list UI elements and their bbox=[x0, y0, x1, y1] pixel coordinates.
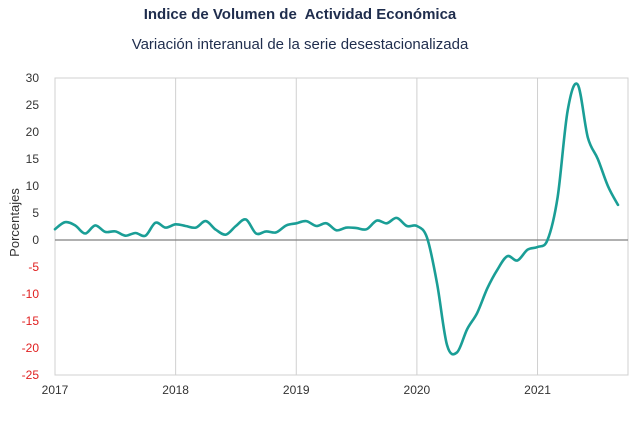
y-tick-label: -20 bbox=[22, 341, 40, 355]
y-tick-label: 15 bbox=[26, 152, 40, 166]
x-tick-label: 2021 bbox=[524, 383, 551, 397]
y-tick-label: 5 bbox=[32, 206, 39, 220]
plot-area bbox=[54, 77, 629, 376]
chart-title: Indice de Volumen de Actividad Económica bbox=[143, 6, 457, 23]
y-axis-label: Porcentajes bbox=[7, 188, 22, 257]
y-tick-label: 30 bbox=[26, 71, 40, 85]
series-line bbox=[53, 82, 620, 356]
x-tick-label: 2018 bbox=[162, 383, 189, 397]
y-tick-label: 20 bbox=[26, 125, 40, 139]
y-tick-label: 10 bbox=[26, 179, 40, 193]
y-tick-label: -15 bbox=[22, 314, 40, 328]
x-tick-label: 2020 bbox=[404, 383, 431, 397]
y-tick-label: 0 bbox=[32, 233, 39, 247]
y-tick-label: -10 bbox=[22, 287, 40, 301]
y-tick-label: -25 bbox=[22, 368, 40, 382]
y-tick-label: 25 bbox=[26, 98, 40, 112]
y-tick-label: -5 bbox=[28, 260, 39, 274]
x-tick-label: 2017 bbox=[42, 383, 69, 397]
x-tick-label: 2019 bbox=[283, 383, 310, 397]
chart-subtitle: Variación interanual de la serie desesta… bbox=[131, 36, 469, 53]
